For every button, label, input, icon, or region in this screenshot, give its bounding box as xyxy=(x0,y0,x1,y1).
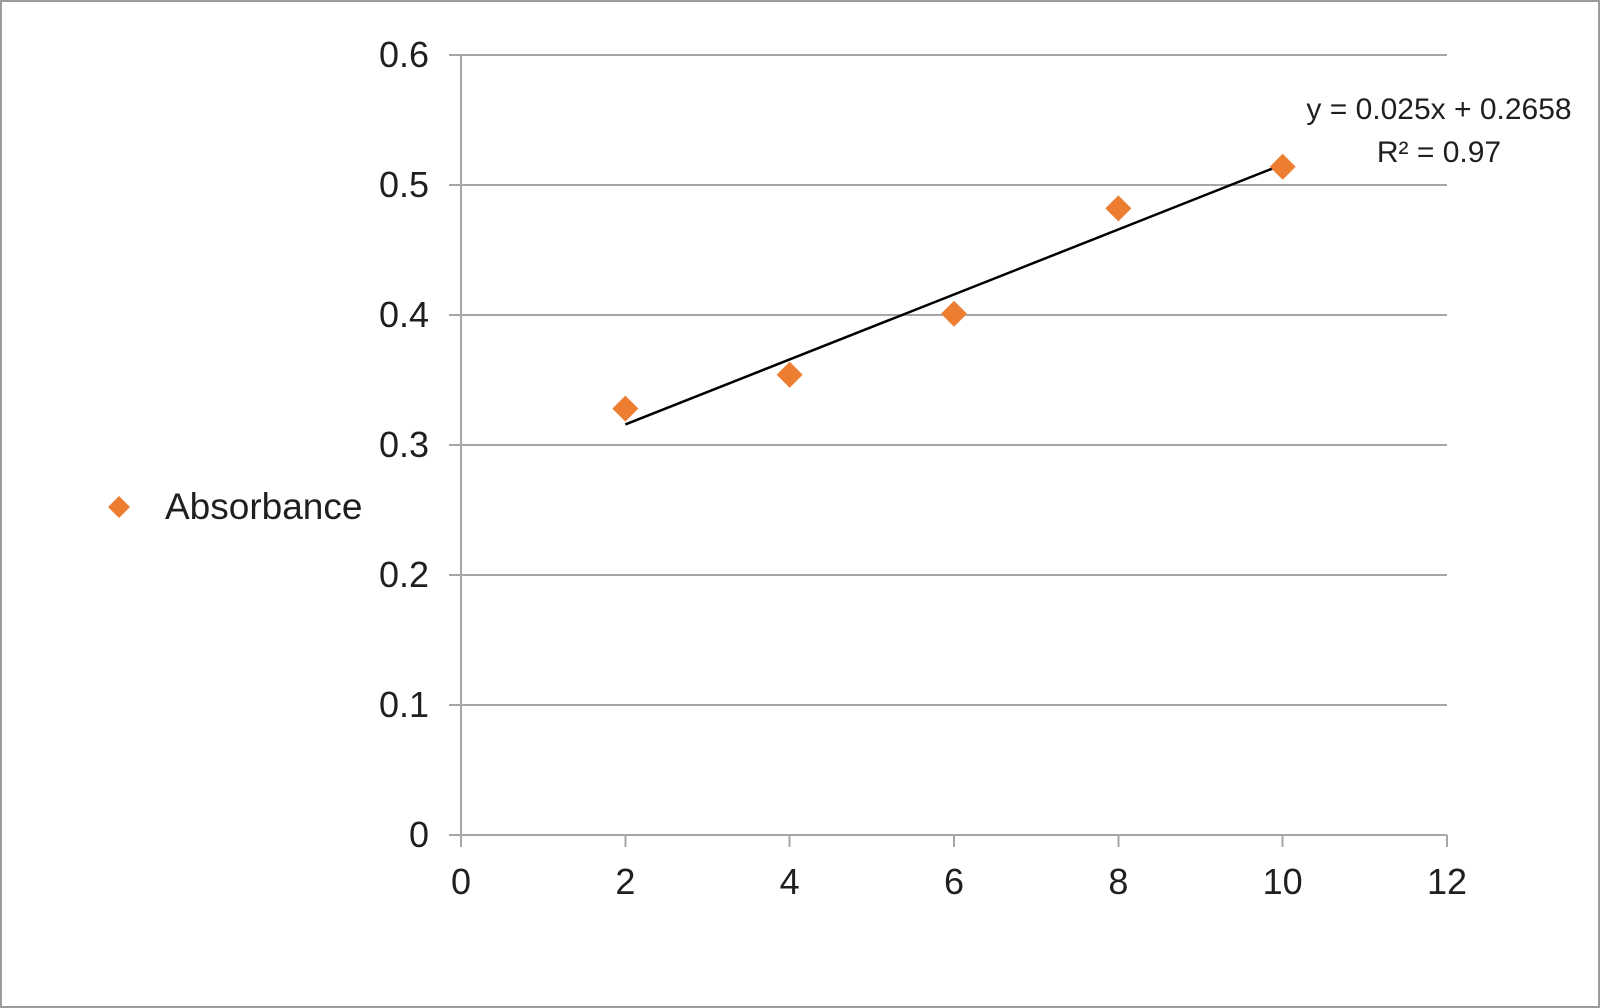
trendline-label: y = 0.025x + 0.2658 R² = 0.97 xyxy=(1306,93,1571,169)
data-points xyxy=(612,153,1296,422)
x-axis-tick-labels: 0 2 4 6 8 10 12 xyxy=(451,861,1467,902)
data-point xyxy=(776,361,803,388)
trendline xyxy=(624,163,1284,426)
x-tick-label: 10 xyxy=(1263,861,1303,902)
data-point xyxy=(612,395,639,422)
y-tick-label: 0.3 xyxy=(379,424,429,465)
legend-label: Absorbance xyxy=(165,486,362,527)
x-tick-label: 8 xyxy=(1108,861,1128,902)
x-tick-label: 12 xyxy=(1427,861,1467,902)
trendline-r-squared: R² = 0.97 xyxy=(1377,136,1501,169)
y-tick-label: 0.2 xyxy=(379,554,429,595)
y-tick-label: 0.1 xyxy=(379,684,429,725)
x-tick-label: 0 xyxy=(451,861,471,902)
y-tick-label: 0.6 xyxy=(379,34,429,75)
data-point xyxy=(1269,153,1296,180)
y-axis-tick-labels: 0 0.1 0.2 0.3 0.4 0.5 0.6 xyxy=(379,34,429,855)
x-tick-label: 2 xyxy=(615,861,635,902)
y-tick-label: 0 xyxy=(409,814,429,855)
y-tick-label: 0.4 xyxy=(379,294,429,335)
y-tick-label: 0.5 xyxy=(379,164,429,205)
x-tick-label: 6 xyxy=(944,861,964,902)
legend-diamond-icon xyxy=(108,496,130,518)
trendline-equation: y = 0.025x + 0.2658 xyxy=(1306,93,1571,126)
gridlines xyxy=(461,54,1447,706)
data-point xyxy=(1105,195,1132,222)
data-point xyxy=(941,300,967,327)
legend: Absorbance xyxy=(108,486,362,527)
x-tick-label: 4 xyxy=(780,861,800,902)
tick-marks xyxy=(449,54,1448,847)
